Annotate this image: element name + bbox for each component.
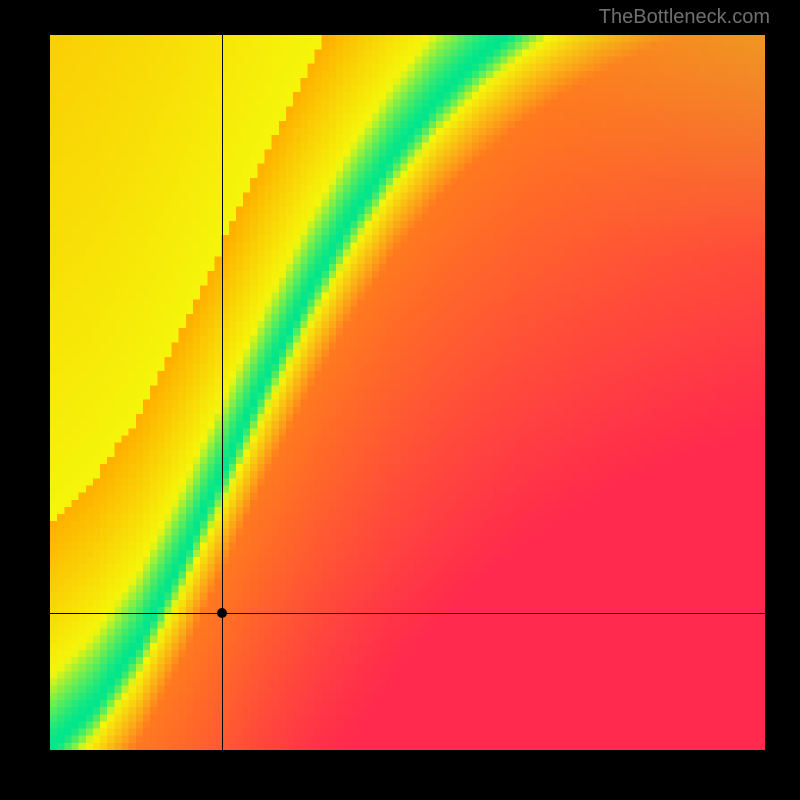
crosshair-vertical	[222, 35, 223, 750]
heatmap-canvas	[50, 35, 765, 750]
crosshair-horizontal	[50, 613, 765, 614]
heatmap-plot	[50, 35, 765, 750]
crosshair-marker	[217, 608, 227, 618]
watermark-text: TheBottleneck.com	[599, 6, 770, 29]
